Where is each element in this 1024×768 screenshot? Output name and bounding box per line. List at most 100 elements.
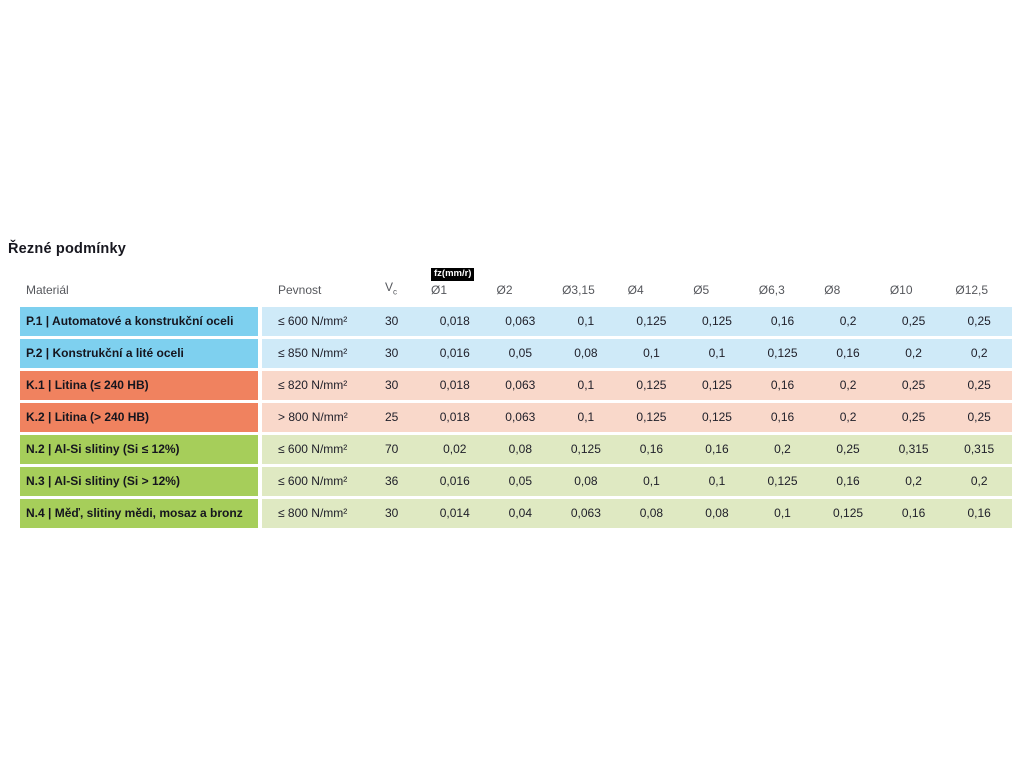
fz-value-cell-d3-15: 0,08 (553, 466, 619, 496)
fz-value-cell-d12-5: 0,315 (946, 434, 1012, 464)
cutting-conditions-section: Materiál Pevnost Vc fz(mm/r) Ø1 Ø2 Ø3,15… (20, 263, 1012, 531)
fz-value-cell-d4: 0,1 (618, 338, 685, 368)
material-cell: P.2 | Konstrukční a lité oceli (20, 338, 262, 368)
vc-label: V (385, 280, 394, 295)
table-body: P.1 | Automatové a konstrukční oceli ≤ 60… (20, 306, 1012, 528)
fz-unit-badge: fz(mm/r) (431, 268, 475, 281)
cutting-conditions-table: Materiál Pevnost Vc fz(mm/r) Ø1 Ø2 Ø3,15… (20, 263, 1012, 531)
fz-value-cell-d5: 0,1 (684, 338, 750, 368)
fz-value-cell-d6-3: 0,16 (749, 402, 816, 432)
material-cell: P.1 | Automatové a konstrukční oceli (20, 306, 262, 336)
fz-value-cell-d2: 0,05 (487, 338, 554, 368)
fz-value-cell-d12-5: 0,2 (946, 338, 1012, 368)
fz-value-cell-d3-15: 0,08 (553, 338, 619, 368)
fz-value-cell-d6-3: 0,16 (749, 370, 816, 400)
fz-value-cell-d4: 0,125 (618, 402, 685, 432)
fz-value-cell-d8: 0,25 (815, 434, 881, 464)
col-header-d10: Ø10 (889, 282, 913, 297)
fz-value-cell-d3-15: 0,125 (553, 434, 619, 464)
fz-value-cell-d6-3: 0,16 (749, 306, 816, 336)
fz-value-cell-d4: 0,16 (618, 434, 685, 464)
fz-value-cell-d1: 0,014 (422, 498, 488, 528)
d1-label: Ø1 (431, 282, 448, 297)
fz-value-cell-d4: 0,1 (618, 466, 685, 496)
vc-cell: 30 (374, 338, 422, 368)
table-row: K.2 | Litina (> 240 HB) > 800 N/mm² 25 0,01… (20, 402, 1012, 432)
fz-value-cell-d10: 0,25 (880, 402, 947, 432)
table-row: N.3 | Al-Si slitiny (Si > 12%) ≤ 600 N/mm… (20, 466, 1012, 496)
vc-subscript: c (393, 287, 398, 297)
fz-value-cell-d12-5: 0,25 (946, 402, 1012, 432)
fz-value-cell-d3-15: 0,1 (553, 370, 619, 400)
fz-value-cell-d2: 0,08 (487, 434, 554, 464)
strength-cell: ≤ 600 N/mm² (262, 466, 374, 496)
col-header-d12-5: Ø12,5 (955, 282, 989, 297)
fz-value-cell-d2: 0,063 (487, 370, 554, 400)
fz-value-cell-d3-15: 0,1 (553, 306, 619, 336)
col-header-d5: Ø5 (693, 282, 710, 297)
fz-value-cell-d2: 0,05 (487, 466, 554, 496)
fz-value-cell-d1: 0,02 (422, 434, 488, 464)
strength-cell: ≤ 850 N/mm² (262, 338, 374, 368)
fz-value-cell-d12-5: 0,25 (946, 370, 1012, 400)
fz-value-cell-d2: 0,063 (487, 402, 554, 432)
fz-value-cell-d1: 0,018 (422, 370, 488, 400)
fz-value-cell-d8: 0,125 (815, 498, 881, 528)
strength-cell: ≤ 600 N/mm² (262, 434, 374, 464)
fz-value-cell-d10: 0,25 (880, 306, 947, 336)
col-header-d6-3: Ø6,3 (758, 282, 785, 297)
fz-value-cell-d2: 0,063 (487, 306, 554, 336)
fz-value-cell-d8: 0,2 (815, 306, 881, 336)
fz-value-cell-d10: 0,2 (880, 338, 947, 368)
fz-value-cell-d4: 0,125 (618, 306, 685, 336)
fz-value-cell-d10: 0,315 (880, 434, 947, 464)
fz-value-cell-d5: 0,125 (684, 402, 750, 432)
fz-value-cell-d5: 0,1 (684, 466, 750, 496)
vc-cell: 36 (374, 466, 422, 496)
fz-value-cell-d10: 0,2 (880, 466, 947, 496)
table-row: P.1 | Automatové a konstrukční oceli ≤ 60… (20, 306, 1012, 336)
fz-value-cell-d8: 0,2 (815, 402, 881, 432)
material-cell: K.2 | Litina (> 240 HB) (20, 402, 262, 432)
col-header-d1: fz(mm/r) Ø1 (422, 266, 488, 304)
strength-cell: ≤ 600 N/mm² (262, 306, 374, 336)
material-cell: N.4 | Měď, slitiny mědi, mosaz a bronz (20, 498, 262, 528)
vc-cell: 25 (374, 402, 422, 432)
vc-cell: 30 (374, 370, 422, 400)
fz-value-cell-d6-3: 0,1 (749, 498, 816, 528)
fz-value-cell-d8: 0,16 (815, 466, 881, 496)
vc-cell: 70 (374, 434, 422, 464)
fz-value-cell-d1: 0,016 (422, 466, 488, 496)
fz-value-cell-d4: 0,08 (618, 498, 685, 528)
strength-cell: ≤ 800 N/mm² (262, 498, 374, 528)
col-header-vc: Vc (374, 266, 422, 304)
fz-value-cell-d8: 0,16 (815, 338, 881, 368)
fz-value-cell-d5: 0,125 (684, 306, 750, 336)
col-header-d2: Ø2 (496, 282, 513, 297)
fz-value-cell-d12-5: 0,25 (946, 306, 1012, 336)
fz-value-cell-d12-5: 0,2 (946, 466, 1012, 496)
fz-value-cell-d2: 0,04 (487, 498, 554, 528)
col-header-strength: Pevnost (278, 282, 322, 297)
table-row: P.2 | Konstrukční a lité oceli ≤ 850 N/mm… (20, 338, 1012, 368)
strength-cell: > 800 N/mm² (262, 402, 374, 432)
fz-value-cell-d6-3: 0,2 (749, 434, 816, 464)
fz-value-cell-d5: 0,16 (684, 434, 750, 464)
fz-value-cell-d4: 0,125 (618, 370, 685, 400)
table-header: Materiál Pevnost Vc fz(mm/r) Ø1 Ø2 Ø3,15… (20, 266, 1012, 304)
strength-cell: ≤ 820 N/mm² (262, 370, 374, 400)
fz-value-cell-d10: 0,25 (880, 370, 947, 400)
material-cell: N.2 | Al-Si slitiny (Si ≤ 12%) (20, 434, 262, 464)
table-row: K.1 | Litina (≤ 240 HB) ≤ 820 N/mm² 30 0,01… (20, 370, 1012, 400)
fz-value-cell-d10: 0,16 (880, 498, 947, 528)
header-row: Materiál Pevnost Vc fz(mm/r) Ø1 Ø2 Ø3,15… (20, 266, 1012, 304)
fz-value-cell-d6-3: 0,125 (749, 466, 816, 496)
fz-value-cell-d1: 0,018 (422, 402, 488, 432)
vc-cell: 30 (374, 306, 422, 336)
material-cell: N.3 | Al-Si slitiny (Si > 12%) (20, 466, 262, 496)
col-header-d8: Ø8 (824, 282, 841, 297)
fz-value-cell-d6-3: 0,125 (749, 338, 816, 368)
fz-value-cell-d8: 0,2 (815, 370, 881, 400)
fz-value-cell-d3-15: 0,063 (553, 498, 619, 528)
